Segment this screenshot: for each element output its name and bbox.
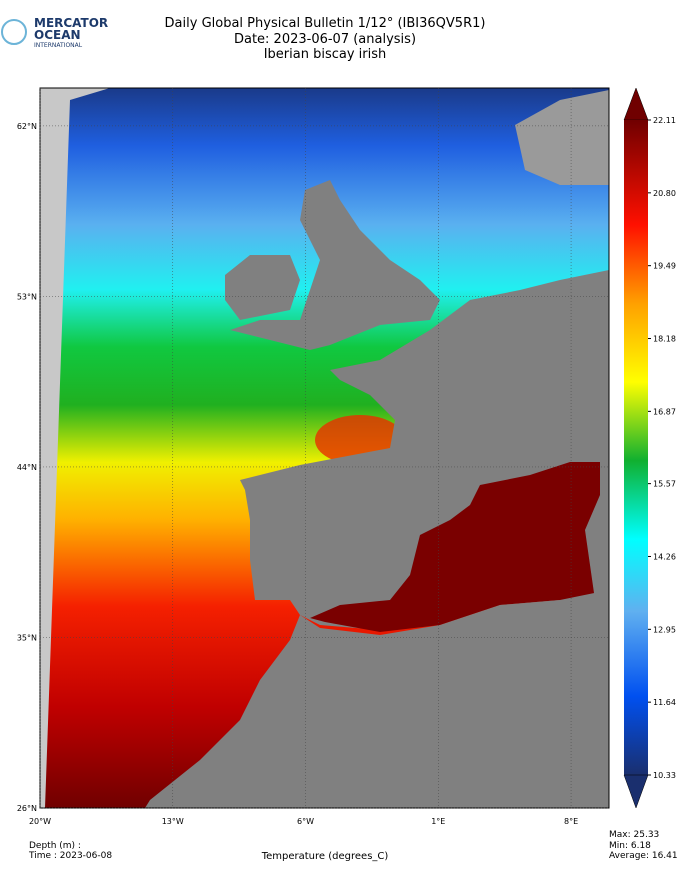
map (39, 87, 610, 809)
time: Time : 2023-06-08 (28, 851, 112, 861)
max: Max: 25.33 (609, 830, 659, 840)
lat-label: 62°N (17, 122, 37, 131)
region: Iberian biscay irish (264, 47, 387, 62)
lon-label: 8°E (564, 817, 578, 826)
colorbar-label: 12.95 (653, 625, 676, 634)
date: Date: 2023-06-07 (analysis) (234, 32, 416, 47)
variable: Temperature (degrees_C) (261, 851, 389, 862)
mediterranean (310, 462, 600, 632)
land (225, 255, 300, 320)
lon-label: 13°W (162, 817, 184, 826)
logo-text: OCEAN (34, 28, 81, 42)
colorbar-extend (623, 87, 649, 121)
logo-text: INTERNATIONAL (34, 42, 83, 49)
land (230, 180, 440, 350)
lon-label: 1°E (431, 817, 445, 826)
land (145, 590, 609, 808)
colorbar (624, 120, 648, 775)
logo-text: MERCATOR (34, 16, 108, 30)
no-data (40, 88, 110, 808)
colorbar-label: 16.87 (653, 407, 676, 416)
depth: Depth (m) : (29, 841, 81, 851)
land (515, 90, 609, 185)
colorbar-label: 20.80 (653, 189, 676, 198)
lat-label: 35°N (17, 633, 37, 642)
lat-label: 26°N (17, 804, 37, 813)
colorbar-label: 22.11 (653, 116, 676, 125)
lon-label: 20°W (29, 817, 51, 826)
min: Min: 6.18 (609, 841, 651, 851)
average: Average: 16.41 (609, 851, 678, 861)
colorbar-label: 10.33 (653, 771, 676, 780)
logo: MERCATOR OCEAN INTERNATIONAL (1, 16, 108, 49)
lat-label: 53°N (17, 292, 37, 301)
colorbar-label: 18.18 (653, 335, 676, 344)
logo-mark (1, 19, 27, 45)
title: Daily Global Physical Bulletin 1/12° (IB… (165, 16, 486, 31)
colorbar-label: 15.57 (653, 480, 676, 489)
colorbar-label: 11.64 (653, 698, 676, 707)
colorbar-extend (623, 774, 649, 809)
lon-label: 6°W (297, 817, 314, 826)
colorbar-label: 14.26 (653, 552, 676, 561)
lat-label: 44°N (17, 463, 37, 472)
colorbar-label: 19.49 (653, 262, 676, 271)
